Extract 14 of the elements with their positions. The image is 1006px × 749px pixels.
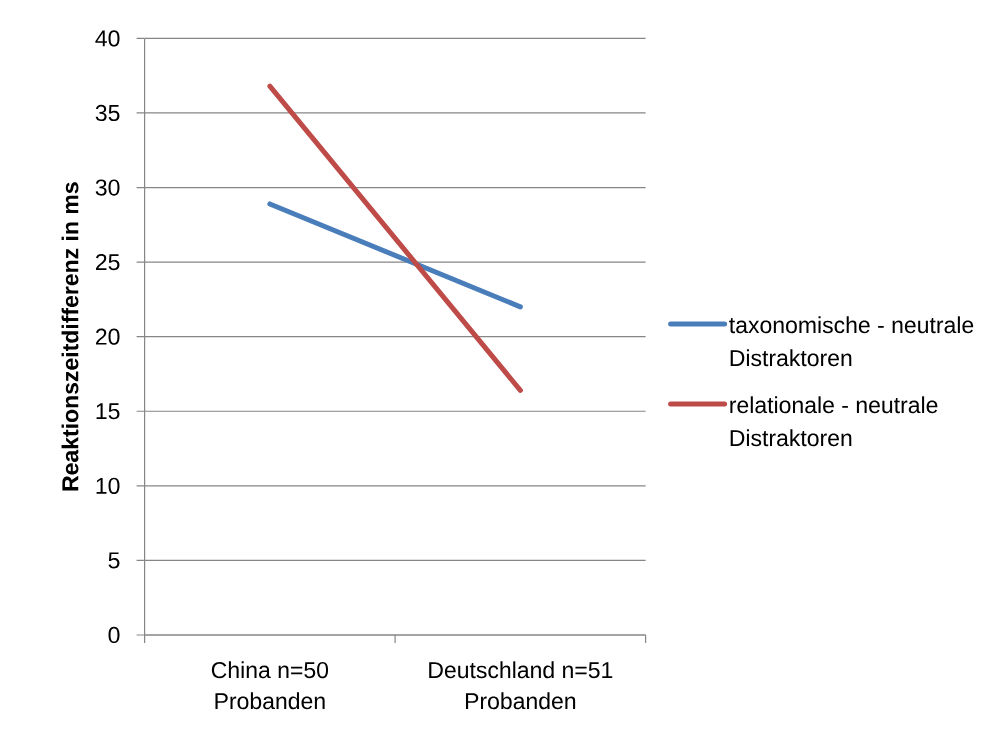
y-tick-label: 30 <box>95 179 120 196</box>
x-tick-label: China n=50 Probanden <box>211 661 329 710</box>
legend-label: relationale - neutrale Distraktoren <box>730 396 938 447</box>
y-tick-label: 20 <box>95 328 120 345</box>
legend-label: taxonomische - neutrale Distraktoren <box>729 316 974 367</box>
y-tick-label: 0 <box>108 626 120 644</box>
y-tick-label: 35 <box>95 104 120 122</box>
y-axis-title: Reaktionszeitdifferenz in ms <box>61 182 79 491</box>
y-tick-label: 25 <box>95 253 120 271</box>
y-tick-label: 10 <box>96 477 120 494</box>
y-tick-label: 15 <box>96 403 120 420</box>
y-tick-label: 40 <box>95 30 120 47</box>
y-tick-label: 5 <box>108 552 120 569</box>
x-tick-label: Deutschland n=51 Probanden <box>429 661 613 710</box>
